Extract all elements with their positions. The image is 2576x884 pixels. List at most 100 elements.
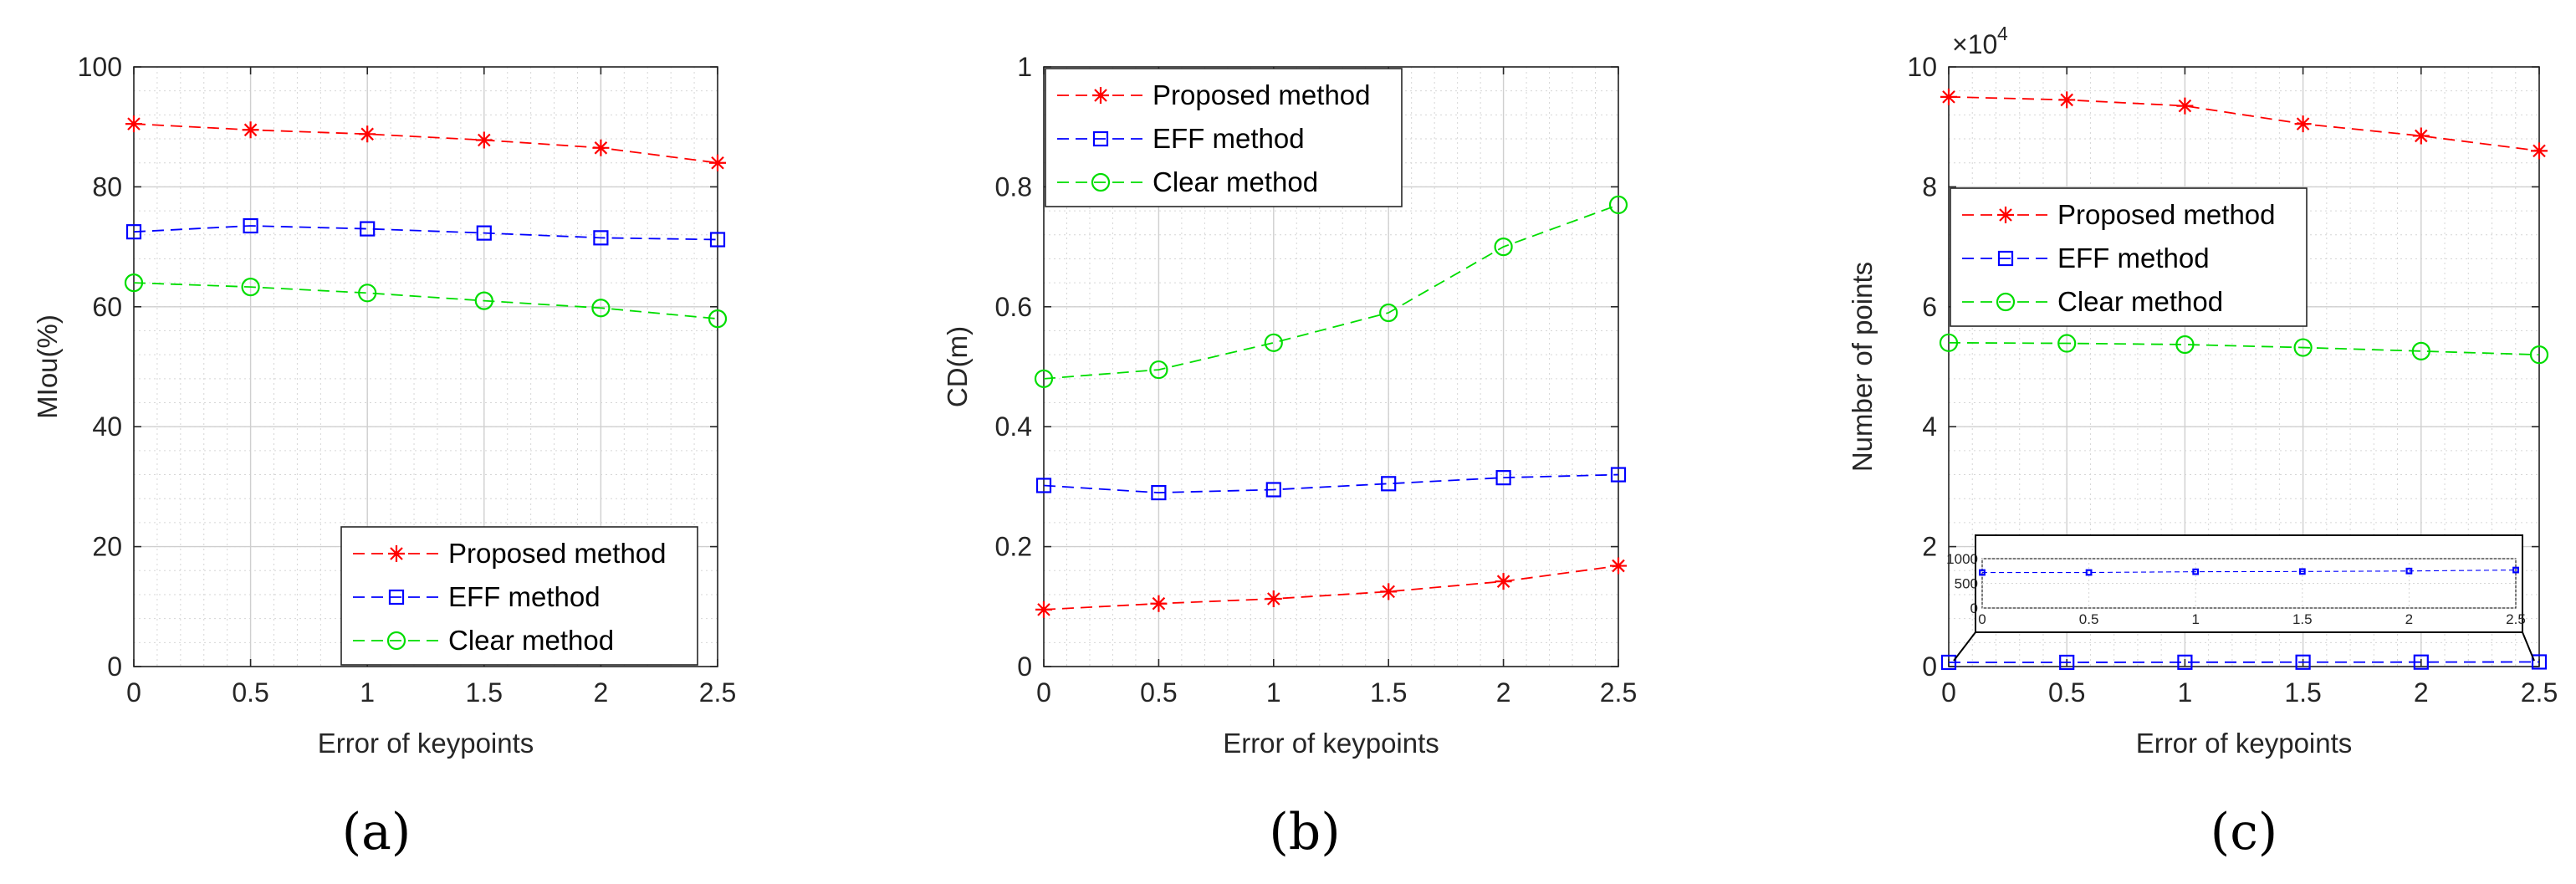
data-point — [2413, 654, 2429, 670]
series-clear-method — [124, 273, 728, 329]
inset-connector — [1953, 631, 1976, 662]
data-point — [242, 121, 259, 139]
x-tick-label: 1.5 — [1370, 677, 1407, 708]
inset-data-point — [2298, 568, 2306, 575]
data-point — [2057, 334, 2077, 353]
legend-marker — [1092, 130, 1109, 147]
data-point — [1381, 476, 1397, 492]
y-axis-label: MIou(%) — [32, 314, 63, 419]
series-line — [133, 225, 718, 241]
x-tick-label: 1.5 — [2284, 677, 2321, 708]
axis-exponent-power: 4 — [1997, 23, 2008, 44]
y-tick-label: 0 — [1922, 652, 1937, 682]
x-tick-label: 2.5 — [1600, 677, 1637, 708]
data-point — [2177, 654, 2193, 670]
data-point — [2294, 115, 2312, 133]
legend-label: Proposed method — [448, 538, 667, 569]
x-tick-label: 0.5 — [2048, 677, 2085, 708]
series-line — [1043, 473, 1619, 493]
legend: Proposed method EFF method Clear method — [340, 526, 698, 666]
data-point — [2531, 654, 2548, 670]
data-point — [2295, 654, 2311, 670]
inset-data-point — [2192, 568, 2200, 575]
series-eff-method — [1940, 654, 2548, 671]
x-tick-label: 2 — [2414, 677, 2429, 708]
series-line — [133, 282, 718, 320]
y-tick-label: 4 — [1922, 411, 1937, 442]
inset-x-tick-label: 0.5 — [2079, 611, 2099, 627]
x-axis-label: Error of keypoints — [2136, 728, 2353, 759]
legend-marker — [1091, 172, 1111, 192]
inset-plot: 0 0.5 1 1.5 2 2.5 0 500 1000 — [1946, 534, 2535, 662]
data-point — [241, 278, 260, 297]
series-line — [1043, 204, 1619, 380]
x-tick-label: 2.5 — [2521, 677, 2558, 708]
data-point — [1610, 467, 1627, 483]
data-point — [1151, 484, 1167, 501]
data-point — [1940, 654, 1957, 671]
legend-marker — [1997, 207, 2014, 223]
series-proposed-method — [1940, 88, 2548, 160]
series-proposed-method — [1035, 557, 1627, 618]
x-tick-label: 2 — [1496, 677, 1511, 708]
x-axis-label: Error of keypoints — [1223, 728, 1439, 759]
panel-label-a: (a) — [342, 803, 411, 861]
y-tick-label: 0.6 — [995, 292, 1032, 322]
legend-label: EFF method — [1153, 123, 1305, 154]
data-point — [2058, 91, 2076, 109]
data-point — [125, 115, 142, 133]
data-point — [1610, 557, 1627, 575]
inset-data-point — [2405, 567, 2413, 575]
data-point — [2175, 335, 2195, 355]
chart-b: 0 0.5 1 1.5 2 2.5 0 0.2 0.4 0.6 0.8 1 Error of keypo… — [942, 52, 1637, 759]
x-tick-label: 0.5 — [1140, 677, 1177, 708]
legend: Proposed method EFF method Clear method — [1950, 187, 2308, 327]
x-axis-label: Error of keypoints — [318, 728, 534, 759]
series-line — [133, 123, 718, 164]
data-point — [708, 309, 728, 329]
series-clear-method — [1939, 333, 2549, 365]
data-point — [1149, 360, 1168, 380]
y-tick-label: 100 — [78, 52, 122, 82]
data-point — [1495, 470, 1511, 486]
inset-x-tick-label: 2 — [2405, 611, 2413, 627]
y-tick-label: 40 — [92, 411, 122, 442]
x-tick-label: 2.5 — [699, 677, 736, 708]
data-point — [1379, 303, 1398, 323]
legend-label: Proposed method — [2057, 199, 2276, 230]
y-tick-label: 0.4 — [995, 411, 1032, 442]
y-tick-label: 0.2 — [995, 532, 1032, 562]
y-tick-label: 80 — [92, 171, 122, 202]
inset-y-tick-label: 500 — [1955, 576, 1978, 592]
x-tick-label: 1 — [2178, 677, 2193, 708]
data-point — [476, 225, 492, 241]
data-point — [2293, 338, 2313, 357]
data-point — [2529, 345, 2549, 365]
inset-series-line — [1982, 570, 2517, 574]
y-tick-label: 6 — [1922, 292, 1937, 322]
legend-marker — [388, 589, 405, 606]
inset-data-point — [2085, 569, 2093, 576]
data-point — [709, 232, 726, 248]
legend-label: EFF method — [2057, 243, 2210, 273]
data-point — [358, 284, 377, 303]
x-tick-label: 1 — [1266, 677, 1281, 708]
series-clear-method — [1034, 195, 1628, 388]
y-tick-label: 8 — [1922, 171, 1937, 202]
data-point — [591, 299, 611, 318]
axes-box — [1948, 66, 2540, 667]
x-tick-label: 2 — [594, 677, 609, 708]
inset-x-tick-label: 2.5 — [2506, 611, 2526, 627]
axis-exponent-label: ×10 — [1952, 29, 1997, 59]
y-axis-label: CD(m) — [942, 326, 973, 407]
data-point — [1265, 590, 1282, 607]
inset-data-point — [1979, 569, 1986, 576]
legend: Proposed method EFF method Clear method — [1045, 68, 1403, 207]
data-point — [474, 291, 493, 310]
series-line — [1948, 341, 2540, 356]
data-point — [592, 139, 610, 156]
y-tick-label: 2 — [1922, 532, 1937, 562]
inset-x-tick-label: 1.5 — [2292, 611, 2313, 627]
